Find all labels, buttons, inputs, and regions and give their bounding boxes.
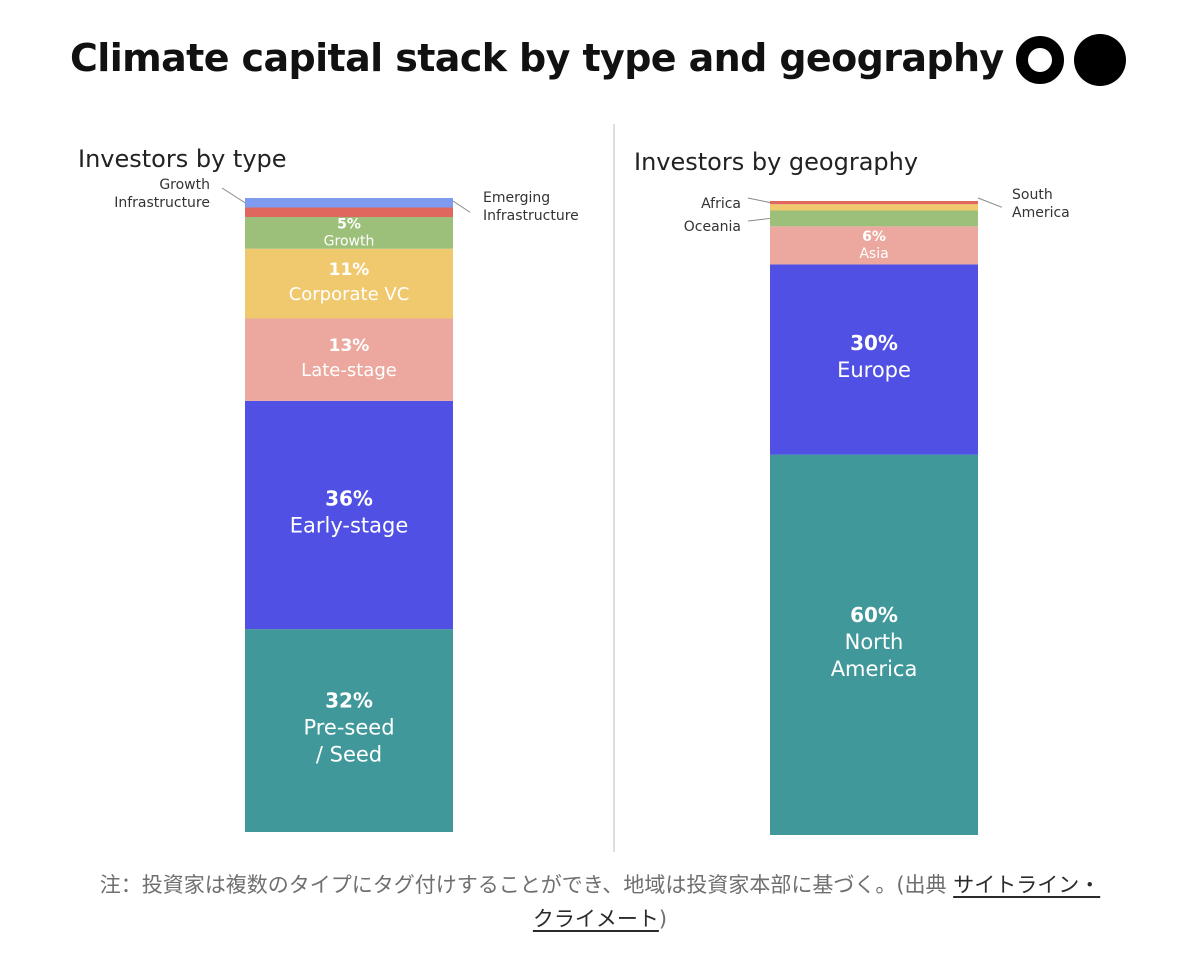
- bar-segment-south-america: [770, 204, 978, 211]
- category-label-europe: Europe: [837, 358, 911, 382]
- bar-segment-corporate-vc: [245, 248, 453, 319]
- category-label-asia: Asia: [859, 246, 888, 262]
- value-label-pre-seed-seed: 32%: [325, 689, 373, 713]
- footnote-text: 注：投資家は複数のタイプにタグ付けすることができ、地域は投資家本部に基づく。(出…: [99, 873, 954, 897]
- category-label-oceania: Oceania: [684, 219, 741, 235]
- category-label-north-america-1: North: [845, 630, 904, 654]
- footnote-close: ): [658, 907, 668, 931]
- bar-segment-early-stage: [245, 400, 453, 630]
- category-label-late-stage: Late-stage: [301, 360, 397, 381]
- charts-area: Investors by type 32% Pre-seed / Seed 36% Ear…: [78, 124, 1070, 852]
- bar-segment-emerging-infrastructure: [245, 207, 453, 218]
- category-label-africa: Africa: [701, 196, 741, 212]
- leader-line-south-america: [977, 197, 1003, 208]
- bar-segment-pre-seed-seed: [245, 629, 453, 832]
- category-label-early-stage: Early-stage: [290, 514, 409, 538]
- category-label-pre-seed-seed-2: / Seed: [316, 743, 382, 767]
- category-label-emerging-infrastructure-1: Emerging: [483, 190, 550, 206]
- category-label-south-america-2: America: [1012, 205, 1070, 221]
- value-label-corporate-vc: 11%: [329, 260, 370, 280]
- bar-segment-africa: [770, 201, 978, 205]
- value-label-early-stage: 36%: [325, 487, 373, 511]
- category-label-growth: Growth: [324, 233, 375, 249]
- source-link[interactable]: サイトライン・ クライメート: [532, 873, 1101, 931]
- bar-segment-europe: [770, 264, 978, 455]
- category-label-corporate-vc: Corporate VC: [289, 284, 410, 305]
- leader-line-africa: [747, 197, 771, 204]
- leader-line-growth-infrastructure: [221, 187, 246, 204]
- footnote: 注：投資家は複数のタイプにタグ付けすることができ、地域は投資家本部に基づく。(出…: [20, 868, 1180, 936]
- value-label-north-america: 60%: [850, 603, 898, 627]
- bar-segment-oceania: [770, 210, 978, 227]
- value-label-late-stage: 13%: [329, 336, 370, 356]
- value-label-europe: 30%: [850, 331, 898, 355]
- bar-segment-growth: [245, 217, 453, 249]
- chart-title-2: Investors by geography: [634, 148, 918, 176]
- two-circles-logo-icon: [1016, 34, 1126, 86]
- category-label-south-america-1: South: [1012, 187, 1053, 203]
- category-label-north-america-2: America: [831, 657, 918, 681]
- bar-segment-north-america: [770, 454, 978, 835]
- leader-line-emerging-infrastructure: [452, 200, 471, 213]
- value-label-growth: 5%: [337, 216, 361, 232]
- chart-title-1: Investors by type: [78, 145, 287, 173]
- category-label-pre-seed-seed-1: Pre-seed: [303, 716, 394, 740]
- page-title: Climate capital stack by type and geogra…: [70, 36, 1004, 80]
- value-label-asia: 6%: [862, 229, 886, 245]
- bar-segment-growth-infrastructure: [245, 198, 453, 208]
- bar-segment-asia: [770, 226, 978, 265]
- category-label-growth-infrastructure-1: Growth: [159, 177, 210, 193]
- category-label-emerging-infrastructure-2: Infrastructure: [483, 208, 579, 224]
- bar-segment-late-stage: [245, 318, 453, 401]
- category-label-growth-infrastructure-2: Infrastructure: [114, 195, 210, 211]
- leader-line-oceania: [747, 217, 771, 222]
